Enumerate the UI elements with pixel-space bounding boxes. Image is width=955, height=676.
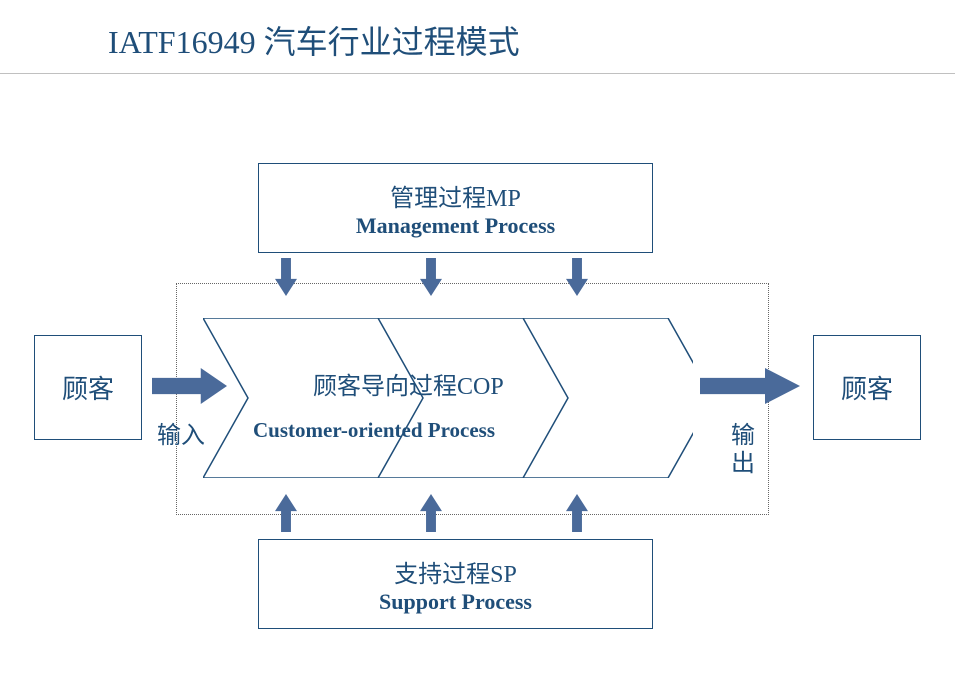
- sp-line2: Support Process: [379, 589, 532, 615]
- arrow-output: [700, 368, 800, 409]
- arrow-bottom-1: [275, 494, 297, 537]
- arrow-top-3: [566, 258, 588, 301]
- output-label-2: 出: [731, 443, 755, 478]
- mp-box: 管理过程MP Management Process: [258, 163, 653, 253]
- customer-right-text: 顾客: [841, 369, 893, 406]
- mp-line1: 管理过程MP: [390, 178, 521, 213]
- customer-left-text: 顾客: [62, 369, 114, 406]
- arrow-bottom-2: [420, 494, 442, 537]
- arrow-top-1: [275, 258, 297, 301]
- cop-line2: Customer-oriented Process: [253, 418, 495, 443]
- customer-left-box: 顾客: [34, 335, 142, 440]
- customer-right-box: 顾客: [813, 335, 921, 440]
- cop-line1: 顾客导向过程COP: [313, 366, 504, 401]
- mp-line2: Management Process: [356, 213, 555, 239]
- page-title: IATF16949 汽车行业过程模式: [0, 7, 955, 74]
- title-text: IATF16949 汽车行业过程模式: [0, 7, 955, 73]
- sp-line1: 支持过程SP: [394, 554, 517, 589]
- sp-box: 支持过程SP Support Process: [258, 539, 653, 629]
- arrow-bottom-3: [566, 494, 588, 537]
- input-label: 输入: [157, 415, 205, 450]
- arrow-input: [152, 368, 227, 409]
- arrow-top-2: [420, 258, 442, 301]
